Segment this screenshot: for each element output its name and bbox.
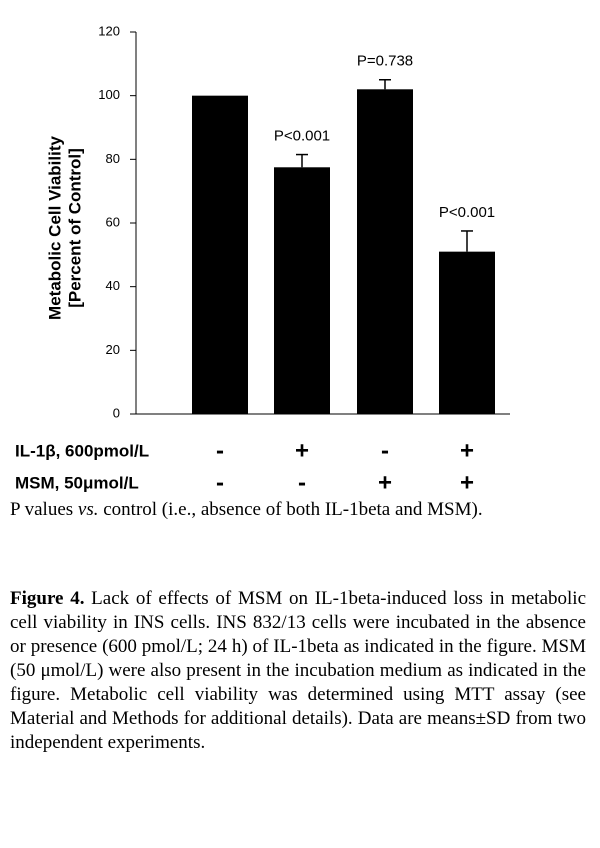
p-value-label: P=0.738 — [357, 53, 413, 70]
caption: Figure 4. Lack of effects of MSM on IL-1… — [10, 587, 586, 755]
bar — [274, 167, 330, 414]
y-tick-label: 100 — [98, 87, 120, 102]
note-text: vs. — [77, 499, 99, 520]
treatment-sign: - — [216, 437, 224, 464]
chart: Metabolic Cell Viability [Percent of Con… — [15, 23, 510, 496]
treatment-sign: + — [378, 469, 392, 496]
y-tick-label: 40 — [106, 278, 120, 293]
p-value-label: P<0.001 — [439, 204, 495, 221]
bar — [192, 95, 248, 415]
treatment-sign: - — [216, 469, 224, 496]
caption-text: Lack of effects of MSM on IL-1beta-induc… — [10, 588, 587, 753]
treatment-sign: + — [460, 437, 474, 464]
bar — [439, 251, 495, 414]
treatment-sign: + — [460, 469, 474, 496]
note-text: P values — [10, 499, 78, 520]
note: P values vs. control (i.e., absence of b… — [10, 498, 586, 522]
treatment-sign: + — [295, 437, 309, 464]
p-value-label: P<0.001 — [274, 128, 330, 145]
treatment-label: IL-1β, 600pmol/L — [15, 441, 149, 460]
y-tick-label: 60 — [106, 214, 120, 229]
caption-label: Figure 4. — [10, 588, 85, 609]
treatment-label: MSM, 50μmol/L — [15, 473, 139, 492]
y-tick-label: 120 — [98, 23, 120, 38]
treatment-sign: - — [298, 469, 306, 496]
treatment-sign: - — [381, 437, 389, 464]
y-axis-label: [Percent of Control] — [65, 148, 84, 308]
note-text: control (i.e., absence of both IL-1beta … — [98, 499, 483, 520]
y-tick-label: 20 — [106, 342, 120, 357]
y-tick-label: 80 — [106, 151, 120, 166]
y-axis-label: Metabolic Cell Viability — [45, 136, 64, 320]
bar — [357, 89, 413, 415]
y-tick-label: 0 — [113, 405, 120, 420]
